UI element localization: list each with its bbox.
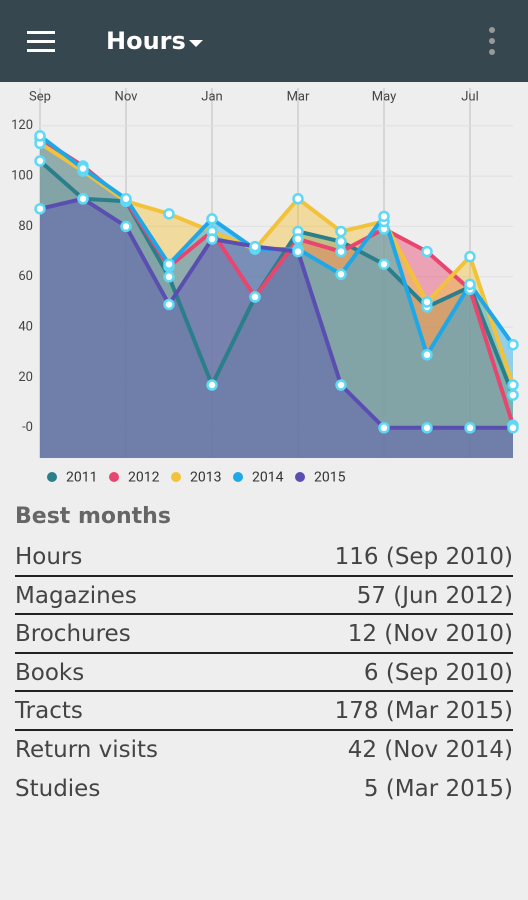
y-tick-label: 40	[18, 320, 33, 335]
data-point	[378, 258, 390, 270]
data-point	[507, 338, 519, 351]
data-point	[292, 192, 304, 205]
legend-swatch	[295, 472, 305, 482]
series-line	[39, 196, 513, 430]
x-tick-label: Sep	[29, 89, 51, 104]
stat-label: Brochures	[15, 621, 131, 648]
data-point	[421, 245, 433, 258]
y-tick-label: 100	[11, 169, 33, 184]
series-area	[40, 138, 513, 458]
legend-swatch	[171, 472, 181, 482]
data-point	[120, 192, 132, 205]
data-point	[421, 296, 433, 308]
data-point	[335, 268, 347, 281]
x-tick-label: Jul	[461, 89, 479, 104]
data-point	[292, 233, 304, 245]
menu-button[interactable]	[27, 31, 55, 52]
stat-row: Hours 116 (Sep 2010)	[15, 538, 513, 577]
data-point	[120, 220, 132, 233]
y-tick-label: 20	[18, 370, 33, 385]
dropdown-arrow[interactable]	[189, 40, 203, 47]
stat-label: Tracts	[15, 698, 83, 725]
data-point	[464, 422, 476, 434]
legend-label: 2012	[128, 470, 160, 486]
series-area	[40, 143, 513, 458]
stat-value: 6 (Sep 2010)	[363, 659, 513, 686]
stat-value: 42 (Nov 2014)	[347, 736, 513, 763]
stat-value: 12 (Nov 2010)	[347, 621, 513, 648]
best-months: Best months Hours 116 (Sep 2010) Magazines…	[15, 500, 513, 808]
stat-row: Studies 5 (Mar 2015)	[15, 770, 513, 809]
legend-swatch	[233, 472, 243, 482]
data-point	[77, 162, 89, 175]
data-point	[292, 245, 304, 258]
data-point	[335, 245, 347, 258]
data-point	[206, 233, 218, 245]
app-bar	[0, 0, 528, 82]
data-point	[335, 225, 347, 238]
stat-row: Tracts 178 (Mar 2015)	[15, 692, 513, 731]
data-point	[507, 389, 519, 401]
stat-label: Return visits	[15, 736, 159, 763]
x-tick-label: Jan	[201, 89, 222, 104]
data-point	[163, 208, 175, 220]
x-tick-label: Nov	[115, 89, 139, 104]
y-tick-label: 60	[18, 269, 33, 284]
y-tick-label: 80	[18, 219, 33, 234]
data-point	[163, 271, 175, 283]
stat-value: 5 (Mar 2015)	[363, 775, 513, 802]
overflow-menu[interactable]	[489, 27, 495, 55]
series-line	[38, 159, 515, 396]
section-title: Best months	[15, 504, 171, 529]
data-point	[464, 278, 476, 291]
data-point	[421, 422, 433, 434]
legend-label: 2013	[190, 470, 221, 486]
legend-swatch	[109, 472, 119, 482]
data-point	[507, 422, 519, 434]
app-title[interactable]: Hours	[106, 27, 186, 55]
data-point	[34, 155, 46, 167]
data-point	[77, 192, 89, 205]
data-point	[378, 210, 390, 223]
y-tick-label: 120	[11, 118, 33, 133]
data-point	[249, 291, 261, 303]
data-point	[335, 379, 347, 391]
stat-label: Books	[15, 659, 85, 686]
stat-value: 178 (Mar 2015)	[334, 698, 513, 725]
data-point	[421, 349, 433, 361]
x-tick-label: May	[372, 89, 396, 104]
stat-label: Magazines	[15, 582, 137, 609]
data-point	[163, 298, 175, 311]
series-line	[38, 141, 515, 386]
data-point	[206, 379, 218, 391]
stat-row: Brochures 12 (Nov 2010)	[15, 615, 513, 654]
data-point	[206, 213, 218, 225]
stat-row: Return visits 42 (Nov 2014)	[15, 731, 513, 770]
stat-label: Hours	[15, 544, 83, 570]
legend-swatch	[47, 472, 57, 482]
legend-label: 2014	[252, 470, 284, 486]
data-point	[163, 258, 175, 270]
data-point	[464, 250, 476, 263]
stat-value: 116 (Sep 2010)	[334, 544, 513, 570]
stat-row: Magazines 57 (Jun 2012)	[15, 577, 513, 616]
series-area	[40, 160, 513, 458]
data-point	[34, 130, 46, 142]
x-tick-label: Mar	[287, 89, 310, 104]
data-point	[335, 235, 347, 248]
series-area	[40, 135, 513, 459]
data-point	[34, 203, 46, 215]
app-and-chart: Hours Sep Nov Jan Mar May Jul -0 20 40 60 80 100 120…	[0, 0, 528, 486]
data-point	[378, 422, 390, 434]
y-tick-label: -0	[22, 420, 33, 435]
stat-row: Books 6 (Sep 2010)	[15, 654, 513, 693]
stat-value: 57 (Jun 2012)	[356, 582, 513, 609]
legend-label: 2015	[314, 470, 346, 486]
data-point	[249, 240, 261, 253]
data-point	[507, 379, 519, 391]
legend-label: 2011	[66, 470, 97, 486]
stat-label: Studies	[15, 775, 101, 802]
series-area	[40, 198, 513, 459]
